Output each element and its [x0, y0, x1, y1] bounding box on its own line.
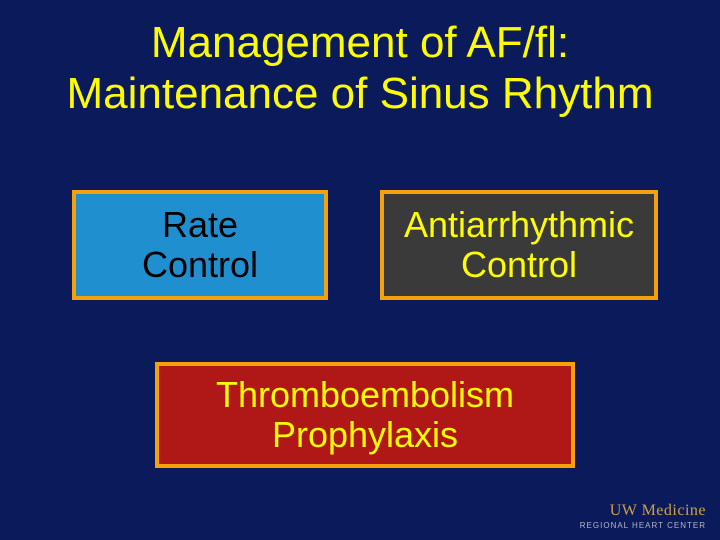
- box-rate-control-line1: Rate: [162, 205, 238, 245]
- box-rate-control: Rate Control: [72, 190, 328, 300]
- box-antiarrhythmic-line1: Antiarrhythmic: [404, 205, 634, 245]
- box-antiarrhythmic: Antiarrhythmic Control: [380, 190, 658, 300]
- box-rate-control-line2: Control: [142, 245, 258, 285]
- title-line-2: Maintenance of Sinus Rhythm: [0, 69, 720, 120]
- slide-title: Management of AF/fl: Maintenance of Sinu…: [0, 18, 720, 119]
- box-thromboembolism-line1: Thromboembolism: [216, 375, 514, 415]
- title-line-1: Management of AF/fl:: [0, 18, 720, 69]
- footer-logo: UW Medicine REGIONAL HEART CENTER: [580, 502, 706, 530]
- box-antiarrhythmic-line2: Control: [461, 245, 577, 285]
- logo-sub-text: REGIONAL HEART CENTER: [580, 521, 706, 530]
- box-thromboembolism-line2: Prophylaxis: [272, 415, 458, 455]
- slide: Management of AF/fl: Maintenance of Sinu…: [0, 0, 720, 540]
- box-thromboembolism: Thromboembolism Prophylaxis: [155, 362, 575, 468]
- logo-top-text: UW Medicine: [580, 502, 706, 520]
